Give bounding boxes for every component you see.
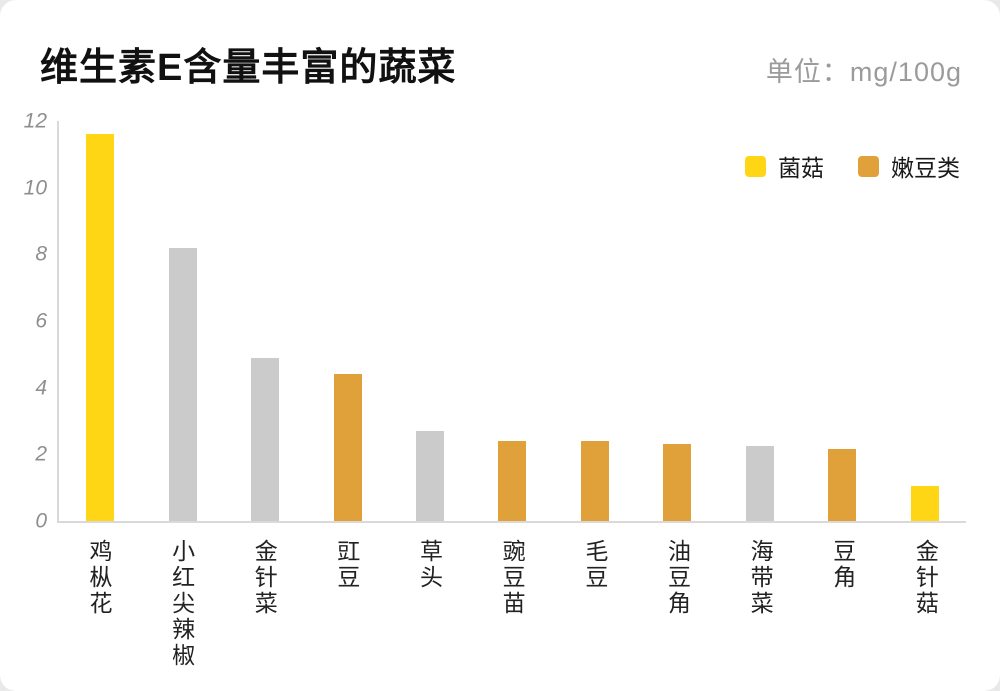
y-axis-tick-label: 6 xyxy=(35,309,47,333)
x-label-cell: 海带菜 xyxy=(718,539,801,669)
x-label-cell: 小红尖辣椒 xyxy=(140,539,223,669)
bar-鸡枞花 xyxy=(86,134,115,521)
bar-豆角 xyxy=(828,449,857,521)
x-axis-label: 海带菜 xyxy=(747,539,774,617)
bar-金针菜 xyxy=(251,357,280,521)
x-axis-label: 小红尖辣椒 xyxy=(168,539,195,669)
bar-豌豆苗 xyxy=(498,441,527,521)
page-title: 维生素E含量丰富的蔬菜 xyxy=(40,47,457,89)
legend-item: 菌菇 xyxy=(745,149,824,183)
legend-label: 嫩豆类 xyxy=(891,155,960,181)
chart-area: 菌菇 嫩豆类 0 2 4 6 8 10 12 鸡枞花 小红尖辣椒 金针菜 豇豆 草头 豌豆苗 毛豆 油豆角 海… xyxy=(24,111,966,669)
x-label-cell: 鸡枞花 xyxy=(57,539,140,669)
x-label-cell: 豇豆 xyxy=(305,539,388,669)
legend-item: 嫩豆类 xyxy=(858,149,960,183)
x-label-cell: 金针菜 xyxy=(222,539,305,669)
bar-cell xyxy=(554,121,636,521)
y-axis-tick-label: 0 xyxy=(35,509,47,533)
bar-毛豆 xyxy=(580,441,609,521)
y-axis-tick-label: 4 xyxy=(35,376,47,400)
bar-金针菇 xyxy=(910,486,939,521)
y-axis-tick-label: 12 xyxy=(23,109,47,133)
bar-cell xyxy=(306,121,388,521)
bar-cell xyxy=(884,121,966,521)
x-label-cell: 豆角 xyxy=(801,539,884,669)
x-axis-label: 豆角 xyxy=(829,539,856,591)
x-label-cell: 毛豆 xyxy=(553,539,636,669)
bar-海带菜 xyxy=(745,446,774,521)
x-axis-labels: 鸡枞花 小红尖辣椒 金针菜 豇豆 草头 豌豆苗 毛豆 油豆角 海带菜 豆角 金针菇 xyxy=(57,539,966,669)
y-axis-tick-label: 10 xyxy=(23,176,47,200)
bar-小红尖辣椒 xyxy=(168,247,197,521)
chart-header: 维生素E含量丰富的蔬菜 单位：mg/100g xyxy=(0,0,1000,91)
bar-cell xyxy=(636,121,718,521)
legend-swatch-icon xyxy=(858,155,879,177)
x-label-cell: 金针菇 xyxy=(883,539,966,669)
bar-cell xyxy=(389,121,471,521)
legend: 菌菇 嫩豆类 xyxy=(745,149,960,183)
bar-cell xyxy=(471,121,553,521)
legend-label: 菌菇 xyxy=(778,155,824,181)
x-axis-label: 鸡枞花 xyxy=(85,539,112,617)
bars-container xyxy=(59,121,966,521)
x-label-cell: 草头 xyxy=(388,539,471,669)
bar-cell xyxy=(224,121,306,521)
x-axis-label: 草头 xyxy=(416,539,443,591)
x-label-cell: 油豆角 xyxy=(635,539,718,669)
legend-swatch-icon xyxy=(745,155,766,177)
bar-油豆角 xyxy=(663,444,692,521)
y-axis-tick-label: 8 xyxy=(35,242,47,266)
x-axis-label: 豇豆 xyxy=(333,539,360,591)
bar-草头 xyxy=(416,431,445,521)
x-label-cell: 豌豆苗 xyxy=(470,539,553,669)
bar-cell xyxy=(59,121,141,521)
x-axis-label: 油豆角 xyxy=(664,539,691,617)
bar-豇豆 xyxy=(333,374,362,521)
x-axis-label: 金针菜 xyxy=(251,539,278,617)
bar-cell xyxy=(719,121,801,521)
y-axis-tick-label: 2 xyxy=(35,442,47,466)
bar-cell xyxy=(801,121,883,521)
unit-label: 单位：mg/100g xyxy=(765,57,962,87)
x-axis-label: 毛豆 xyxy=(581,539,608,591)
plot-area: 菌菇 嫩豆类 0 2 4 6 8 10 12 xyxy=(24,111,966,532)
x-axis-label: 金针菇 xyxy=(912,539,939,617)
bar-cell xyxy=(141,121,223,521)
x-axis-label: 豌豆苗 xyxy=(499,539,526,617)
